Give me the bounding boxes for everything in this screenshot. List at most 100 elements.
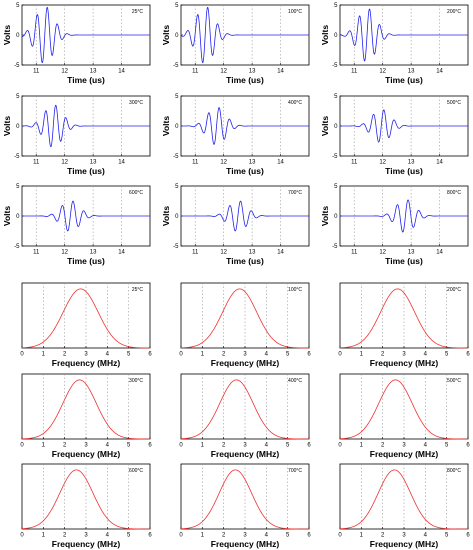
x-tick-label: 12: [61, 69, 68, 75]
x-tick-label: 0: [179, 533, 183, 539]
y-tick-label: -5: [14, 63, 20, 69]
x-tick-label: 1: [201, 533, 205, 539]
time-trace: [180, 200, 310, 232]
x-axis-label: Frequency (MHz): [52, 539, 121, 549]
x-tick-label: 11: [351, 250, 358, 256]
x-tick-label: 1: [201, 352, 205, 358]
x-tick-label: 14: [277, 250, 284, 256]
y-axis-label: Volts: [320, 116, 330, 136]
frequency-trace: [180, 288, 310, 349]
frequency-trace: [21, 469, 151, 530]
temperature-annotation: 700°C: [288, 190, 302, 196]
y-tick-label: 5: [175, 3, 179, 9]
y-tick-label: 0: [175, 124, 179, 130]
x-tick-label: 11: [33, 69, 40, 75]
x-tick-label: 12: [379, 160, 386, 166]
temperature-annotation: 400°C: [288, 100, 302, 106]
x-tick-label: 4: [106, 533, 110, 539]
x-tick-label: 4: [424, 533, 428, 539]
x-tick-label: 3: [402, 443, 406, 449]
y-tick-label: 5: [175, 184, 179, 190]
x-tick-label: 13: [408, 160, 415, 166]
y-tick-label: 0: [175, 33, 179, 39]
x-tick-label: 5: [127, 533, 131, 539]
y-tick-label: 5: [16, 94, 20, 100]
x-tick-label: 2: [63, 533, 67, 539]
x-tick-label: 14: [118, 69, 125, 75]
time-panel-7: 11 12 13 14 -5 0 5 600°C Time (us) Volts: [2, 184, 151, 266]
x-tick-label: 11: [351, 69, 358, 75]
time-panel-1: 11 12 13 14 -5 0 5 25°C Time (us) Volts: [2, 3, 151, 85]
x-tick-label: 13: [90, 250, 97, 256]
x-tick-label: 3: [402, 352, 406, 358]
y-axis-label: Volts: [161, 116, 171, 136]
temperature-annotation: 25°C: [132, 9, 144, 15]
temperature-annotation: 500°C: [447, 378, 461, 384]
x-tick-label: 2: [381, 533, 385, 539]
x-tick-label: 2: [222, 352, 226, 358]
x-tick-label: 3: [402, 533, 406, 539]
x-tick-label: 1: [42, 533, 46, 539]
x-tick-label: 5: [445, 352, 449, 358]
time-panel-8: 11 12 13 14 -5 0 5 700°C Time (us) Volts: [161, 184, 310, 266]
x-tick-label: 13: [408, 250, 415, 256]
x-tick-label: 12: [220, 250, 227, 256]
x-tick-label: 11: [33, 160, 40, 166]
frequency-panel-4: 0 1 2 3 4 5 6 300°C Frequency (MHz): [20, 373, 152, 459]
x-tick-label: 14: [118, 160, 125, 166]
x-axis-label: Time (us): [226, 256, 264, 266]
x-axis-label: Time (us): [67, 75, 105, 85]
temperature-annotation: 200°C: [447, 287, 461, 293]
y-tick-label: -5: [173, 244, 179, 250]
x-axis-label: Frequency (MHz): [211, 449, 280, 459]
x-tick-label: 4: [424, 443, 428, 449]
x-axis-label: Frequency (MHz): [370, 449, 439, 459]
x-tick-label: 12: [61, 250, 68, 256]
temperature-annotation: 400°C: [288, 378, 302, 384]
temperature-annotation: 700°C: [288, 468, 302, 474]
time-panel-6: 11 12 13 14 -5 0 5 500°C Time (us) Volts: [320, 94, 469, 176]
temperature-annotation: 300°C: [129, 100, 143, 106]
x-tick-label: 13: [249, 250, 256, 256]
x-tick-label: 4: [265, 352, 269, 358]
x-tick-label: 5: [286, 352, 290, 358]
frequency-panel-9: 0 1 2 3 4 5 6 800°C Frequency (MHz): [338, 463, 470, 549]
y-tick-label: 0: [175, 214, 179, 220]
x-tick-label: 4: [106, 352, 110, 358]
x-tick-label: 14: [436, 250, 443, 256]
x-tick-label: 1: [360, 443, 364, 449]
frequency-trace: [339, 288, 469, 349]
frequency-trace: [180, 469, 310, 530]
x-tick-label: 3: [243, 352, 247, 358]
x-axis-label: Frequency (MHz): [211, 358, 280, 368]
y-tick-label: 0: [334, 33, 338, 39]
x-tick-label: 14: [436, 69, 443, 75]
time-panel-5: 11 12 13 14 -5 0 5 400°C Time (us) Volts: [161, 94, 310, 176]
frequency-panel-8: 0 1 2 3 4 5 6 700°C Frequency (MHz): [179, 463, 311, 549]
x-tick-label: 0: [20, 352, 24, 358]
x-tick-label: 6: [466, 352, 470, 358]
x-tick-label: 13: [249, 69, 256, 75]
y-tick-label: -5: [14, 244, 20, 250]
x-tick-label: 5: [286, 443, 290, 449]
x-axis-label: Time (us): [226, 166, 264, 176]
x-tick-label: 4: [424, 352, 428, 358]
x-tick-label: 5: [127, 352, 131, 358]
x-tick-label: 0: [20, 533, 24, 539]
frequency-panel-3: 0 1 2 3 4 5 6 200°C Frequency (MHz): [338, 282, 470, 368]
x-tick-label: 6: [307, 533, 311, 539]
x-tick-label: 13: [90, 160, 97, 166]
x-tick-label: 6: [466, 533, 470, 539]
x-tick-label: 4: [265, 443, 269, 449]
temperature-annotation: 25°C: [132, 287, 144, 293]
y-axis-label: Volts: [2, 25, 12, 45]
x-tick-label: 4: [106, 443, 110, 449]
x-tick-label: 14: [277, 69, 284, 75]
x-axis-label: Frequency (MHz): [370, 539, 439, 549]
time-panel-2: 11 12 13 14 -5 0 5 100°C Time (us) Volts: [161, 3, 310, 85]
x-tick-label: 1: [42, 352, 46, 358]
time-trace: [180, 107, 310, 145]
x-tick-label: 13: [90, 69, 97, 75]
y-axis-label: Volts: [161, 206, 171, 226]
